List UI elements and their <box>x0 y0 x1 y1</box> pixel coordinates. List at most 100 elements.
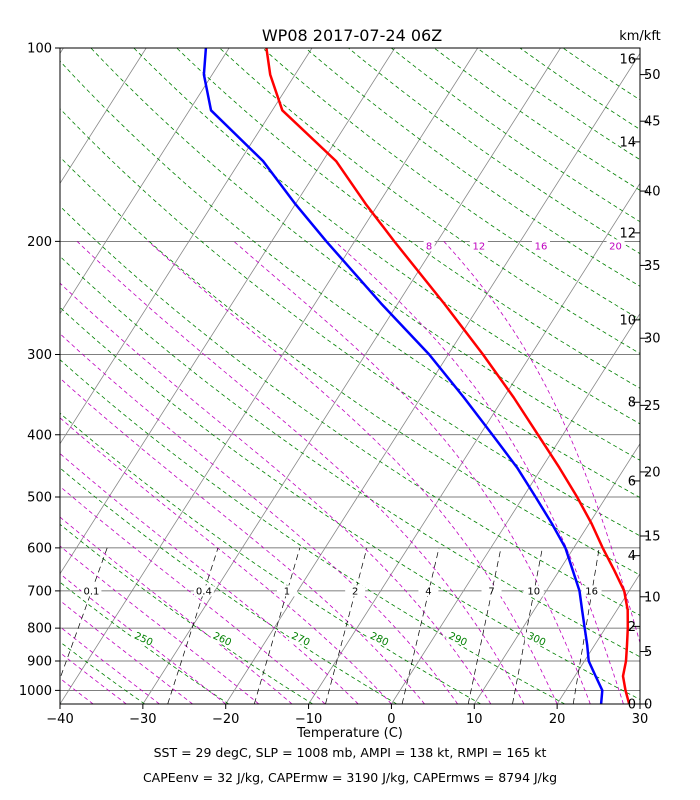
isotherm-line <box>60 48 147 185</box>
dry-adiabat-line <box>60 467 397 704</box>
mixing-ratio-label: 7 <box>488 586 494 597</box>
kft-tick-label: 45 <box>644 115 661 130</box>
x-tick-label: −20 <box>212 712 239 727</box>
y-tick-label: 800 <box>27 622 52 637</box>
dry-adiabat-line <box>60 641 145 704</box>
moist-adiabat-line <box>60 282 492 704</box>
kft-tick-label: 5 <box>644 645 652 660</box>
caption-line-1: SST = 29 degC, SLP = 1008 mb, AMPI = 138… <box>153 745 547 760</box>
dry-adiabat-line <box>60 359 565 704</box>
km-tick-label: 14 <box>619 135 636 150</box>
moist-adiabat-line <box>148 241 558 704</box>
km-tick-label: 4 <box>628 549 636 564</box>
label-background <box>418 585 439 597</box>
isotherm-line <box>60 48 479 704</box>
label-background <box>210 632 235 645</box>
dewpoint-profile <box>202 48 604 704</box>
kft-tick-label: 0 <box>644 698 652 713</box>
x-tick-label: 20 <box>549 712 566 727</box>
mixing-ratio-label: 1 <box>284 586 290 597</box>
dry-adiabat-line <box>60 60 640 499</box>
y-tick-label: 900 <box>27 654 52 669</box>
km-tick-label: 10 <box>619 313 636 328</box>
isotherm-line <box>60 48 230 315</box>
dry-adiabat-line <box>60 255 640 658</box>
label-background <box>469 239 488 252</box>
isotherm-line <box>391 312 640 704</box>
dry-adiabat-line <box>90 48 640 461</box>
moist-adiabat-line <box>60 453 359 704</box>
y-tick-label: 100 <box>27 42 52 57</box>
label-background <box>367 632 392 645</box>
dry-adiabat-line <box>305 48 640 287</box>
moist-adiabat-line <box>60 573 226 704</box>
plot-frame <box>59 47 641 705</box>
isotherm-line <box>473 443 640 704</box>
label-background <box>345 585 366 597</box>
kft-tick-label: 15 <box>644 530 661 545</box>
moist-adiabat-label: 20 <box>609 241 622 252</box>
y-tick-label: 700 <box>27 584 52 599</box>
x-tick-label: 0 <box>387 712 395 727</box>
km-tick-label: 2 <box>628 620 636 635</box>
mixing-ratio-line <box>512 547 543 704</box>
mixing-ratio-line <box>167 547 219 704</box>
label-background <box>276 585 297 597</box>
y-tick-label: 200 <box>27 235 52 250</box>
moist-adiabat-line <box>233 241 591 704</box>
dry-adiabat-line <box>262 48 640 321</box>
moist-adiabat-line <box>60 652 127 704</box>
km-tick-label: 16 <box>619 52 636 67</box>
kft-tick-label: 40 <box>644 185 661 200</box>
label-background <box>606 239 625 252</box>
label-background <box>694 239 700 251</box>
dry-adiabat-line <box>519 48 640 130</box>
isotherm-line <box>308 182 640 704</box>
dry-adiabat-line <box>476 48 640 161</box>
moist-adiabat-line <box>60 600 193 704</box>
isotherm-line <box>639 703 640 704</box>
moist-adiabat-label: 16 <box>535 241 548 252</box>
moist-adiabat-line <box>60 377 425 704</box>
kft-tick-label: 30 <box>644 332 661 347</box>
moist-adiabat-line <box>443 241 640 645</box>
temperature-profile <box>265 48 631 704</box>
dry-adiabat-line <box>133 48 640 425</box>
x-tick-label: 30 <box>632 712 649 727</box>
x-tick-label: 10 <box>466 712 483 727</box>
mixing-ratio-label: 10 <box>527 586 540 597</box>
mixing-ratio-line <box>467 547 502 704</box>
dry-adiabat-line <box>176 48 640 389</box>
kft-tick-label: 20 <box>644 465 661 480</box>
y-tick-label: 1000 <box>19 684 52 699</box>
y-tick-label: 600 <box>27 541 52 556</box>
mixing-ratio-line <box>401 547 440 704</box>
mixing-ratio-label: 16 <box>585 586 598 597</box>
x-tick-label: −30 <box>129 712 156 727</box>
dry-adiabat-line <box>60 205 640 616</box>
dry-adiabat-line <box>60 412 481 704</box>
mixing-ratio-line <box>325 547 368 704</box>
moist-adiabat-line <box>334 241 624 704</box>
label-background <box>131 632 156 645</box>
kft-tick-label: 50 <box>644 68 661 83</box>
label-background <box>531 239 550 252</box>
moist-adiabat-line <box>60 333 459 704</box>
dry-adiabat-line <box>60 703 61 704</box>
dry-adiabat-line <box>60 581 229 704</box>
isotherm-line <box>60 48 64 55</box>
label-background <box>81 585 102 597</box>
skewt-chart: WP08 2017-07-24 06Z km/kft 0.1 0.4 1 2 4 7 10 1… <box>19 26 700 741</box>
km-kft-label: km/kft <box>619 29 661 44</box>
km-tick-label: 0 <box>628 698 636 713</box>
dry-adiabat-line <box>348 48 640 255</box>
km-tick-label: 8 <box>628 396 636 411</box>
x-tick-label: −40 <box>46 712 73 727</box>
kft-tick-label: 10 <box>644 590 661 605</box>
y-tick-label: 300 <box>27 348 52 363</box>
km-tick-label: 6 <box>628 474 636 489</box>
dry-adiabat-line <box>60 306 640 700</box>
moist-adiabat-line <box>60 545 260 704</box>
y-tick-label: 400 <box>27 428 52 443</box>
dry-adiabat-line <box>433 48 640 191</box>
